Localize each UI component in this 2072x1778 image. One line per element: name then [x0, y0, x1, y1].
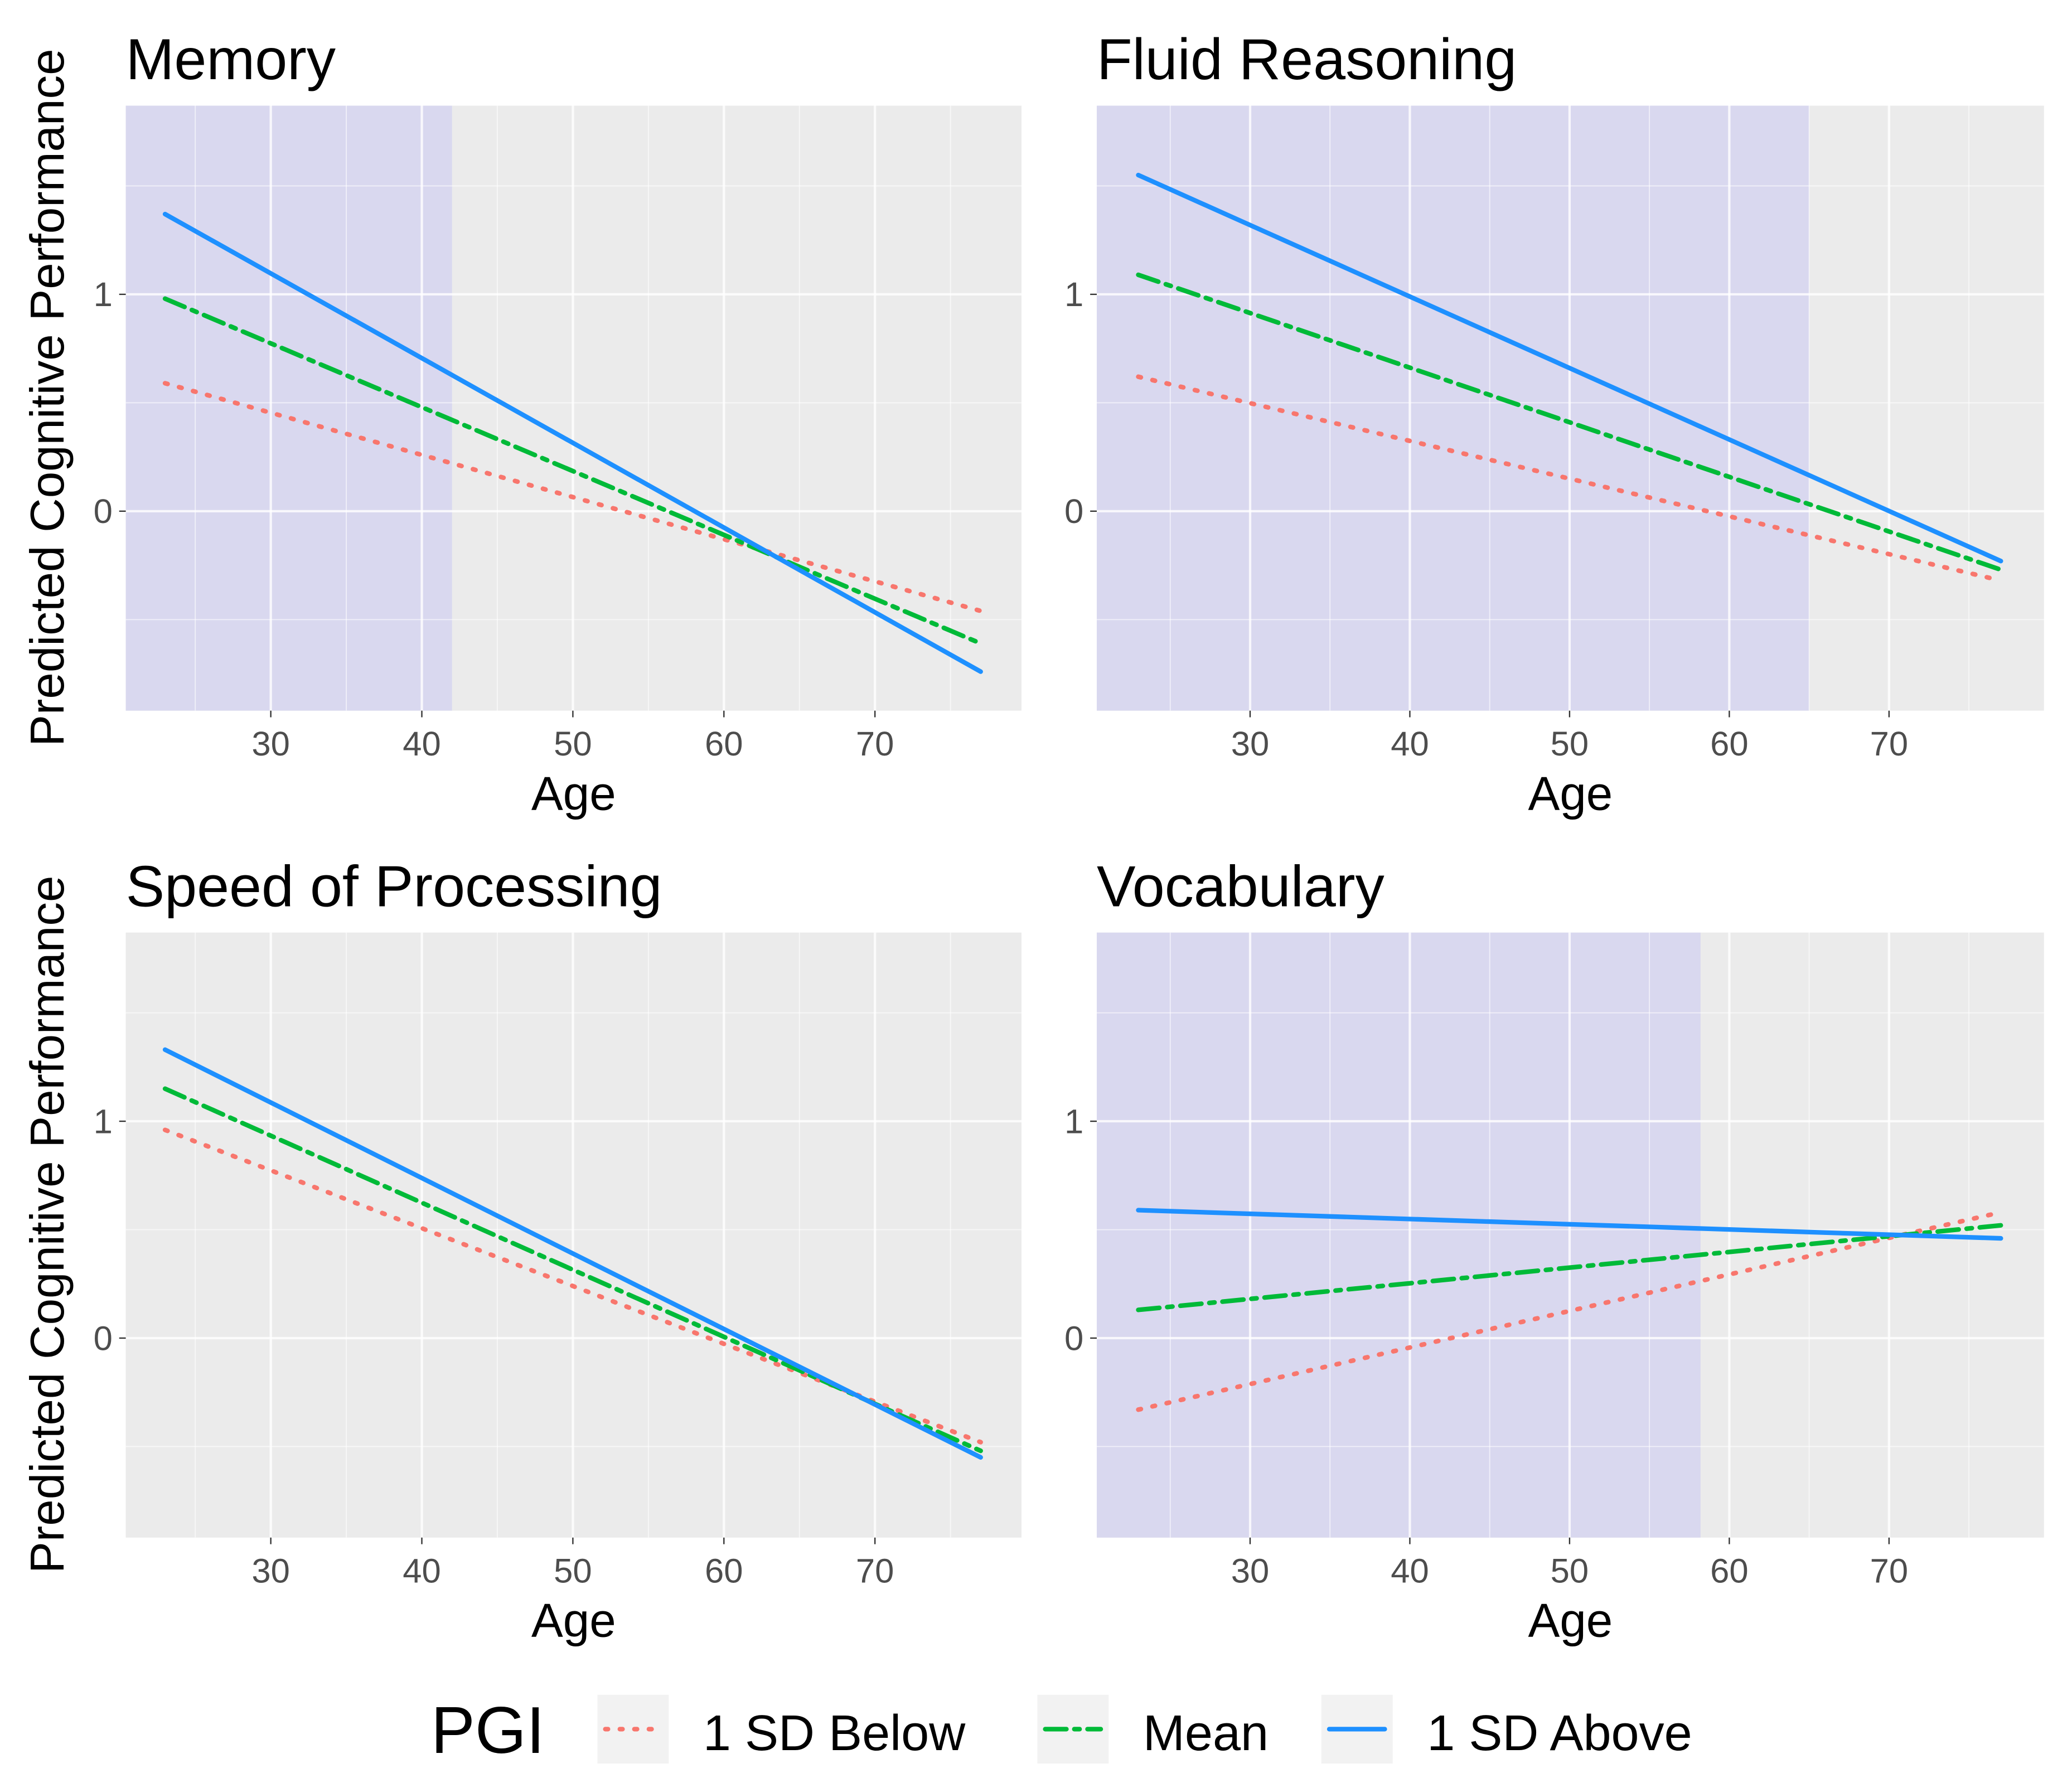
x-tick-label: 70 [856, 1552, 894, 1590]
legend-label: 1 SD Below [703, 1705, 966, 1761]
panel-3: 30 40 50 60 70 0 1 Vocabulary Age [1064, 854, 2044, 1647]
y-tick-label: 1 [1064, 275, 1083, 314]
legend-label: 1 SD Above [1427, 1705, 1692, 1761]
y-axis-label: Predicted Cognitive Performance [21, 876, 74, 1573]
panel-1: 30 40 50 60 70 0 1 Fluid Reasoning Age [1064, 27, 2044, 820]
x-tick-label: 60 [705, 1552, 743, 1590]
shaded-region [1096, 932, 1701, 1538]
panel-title: Fluid Reasoning [1097, 27, 1517, 92]
series-line-1-sd-above [1136, 172, 2003, 564]
panel-2: 30 40 50 60 70 0 1 Speed of Processing Age Predic… [21, 854, 1022, 1647]
y-tick-label: 0 [1064, 492, 1083, 531]
y-tick-label: 1 [1064, 1102, 1083, 1141]
legend-label: Mean [1143, 1705, 1269, 1761]
series-line-1-sd-above [162, 211, 983, 674]
series-line-1-sd-above [1136, 1208, 2003, 1241]
x-tick-label: 60 [1710, 1552, 1749, 1590]
x-axis-label: Age [531, 1594, 616, 1647]
panel-title: Speed of Processing [126, 854, 662, 919]
y-axis-label: Predicted Cognitive Performance [21, 49, 74, 746]
series-line-mean [1136, 272, 2003, 572]
series-line-mean [162, 1086, 983, 1454]
legend: PGI 1 SD Below Mean 1 SD Above [431, 1694, 1692, 1767]
x-tick-label: 50 [554, 1552, 592, 1590]
x-tick-label: 40 [403, 1552, 441, 1590]
y-tick-label: 0 [94, 492, 113, 531]
shaded-region [1096, 105, 1809, 711]
x-tick-label: 50 [1551, 1552, 1589, 1590]
x-tick-label: 70 [856, 725, 894, 763]
series-line-1-sd-below [162, 381, 983, 613]
y-tick-label: 1 [94, 1102, 113, 1141]
x-tick-label: 70 [1870, 725, 1909, 763]
series-line-1-sd-above [162, 1047, 983, 1460]
series-line-1-sd-below [1136, 374, 2003, 583]
series-line-1-sd-below [1136, 1210, 2003, 1412]
series-line-mean [162, 296, 983, 646]
x-tick-label: 60 [1710, 725, 1749, 763]
y-tick-label: 0 [94, 1319, 113, 1358]
y-tick-label: 0 [1064, 1319, 1083, 1358]
x-tick-label: 40 [403, 725, 441, 763]
x-axis-label: Age [531, 767, 616, 820]
x-tick-label: 60 [705, 725, 743, 763]
x-tick-label: 40 [1391, 1552, 1429, 1590]
y-tick-label: 1 [94, 275, 113, 314]
x-tick-label: 30 [251, 1552, 290, 1590]
x-axis-label: Age [1528, 767, 1613, 820]
x-tick-label: 50 [554, 725, 592, 763]
x-tick-label: 30 [1231, 725, 1270, 763]
x-axis-label: Age [1528, 1594, 1613, 1647]
panel-title: Memory [126, 27, 336, 92]
series-line-mean [1136, 1223, 2003, 1312]
panel-title: Vocabulary [1097, 854, 1384, 919]
legend-title: PGI [431, 1694, 545, 1767]
x-tick-label: 70 [1870, 1552, 1909, 1590]
x-tick-label: 30 [1231, 1552, 1270, 1590]
x-tick-label: 50 [1551, 725, 1589, 763]
x-tick-label: 40 [1391, 725, 1429, 763]
x-tick-label: 30 [251, 725, 290, 763]
shaded-region [125, 105, 452, 711]
panel-0: 30 40 50 60 70 0 1 Memory Age Predicted Cognitive… [21, 27, 1022, 820]
